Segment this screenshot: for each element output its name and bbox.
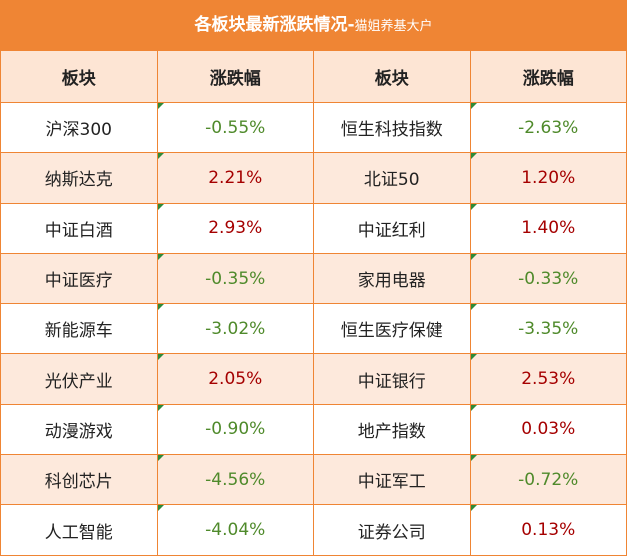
table-row: 纳斯达克 2.21% 北证50 1.20% xyxy=(0,152,627,204)
cell-indicator xyxy=(157,203,164,210)
change-cell: -3.02% xyxy=(156,303,314,355)
change-cell: -0.33% xyxy=(469,252,627,305)
sector-cell: 中证银行 xyxy=(313,353,471,405)
title: 各板块最新涨跌情况- xyxy=(194,15,355,35)
change-cell: -4.04% xyxy=(156,504,314,556)
change-cell: 2.05% xyxy=(156,353,314,405)
change-cell: -3.35% xyxy=(469,303,627,355)
cell-indicator xyxy=(157,404,164,411)
change-cell: -0.55% xyxy=(156,101,314,154)
cell-indicator xyxy=(470,404,477,411)
column-header: 涨跌幅 xyxy=(156,50,314,103)
cell-indicator xyxy=(157,153,164,160)
column-header: 板块 xyxy=(313,50,471,103)
cell-indicator xyxy=(157,505,164,512)
table-row: 沪深300 -0.55% 恒生科技指数 -2.63% xyxy=(0,101,627,154)
sector-cell: 恒生科技指数 xyxy=(313,101,471,154)
cell-indicator xyxy=(470,103,477,109)
cell-indicator xyxy=(157,455,164,462)
cell-indicator xyxy=(470,505,477,512)
sector-cell: 光伏产业 xyxy=(0,353,158,405)
table-row: 动漫游戏 -0.90% 地产指数 0.03% xyxy=(0,403,627,456)
change-cell: -4.56% xyxy=(156,454,314,506)
change-cell: 1.40% xyxy=(469,202,627,254)
header-row: 板块 涨跌幅 板块 涨跌幅 xyxy=(0,50,627,103)
cell-indicator xyxy=(157,304,164,311)
change-cell: 2.21% xyxy=(156,152,314,204)
cell-indicator xyxy=(157,354,164,361)
change-cell: -0.35% xyxy=(156,252,314,305)
sector-cell: 北证50 xyxy=(313,152,471,204)
cell-indicator xyxy=(470,354,477,361)
cell-indicator xyxy=(470,253,477,260)
table-row: 科创芯片 -4.56% 中证军工 -0.72% xyxy=(0,454,627,506)
change-cell: 2.93% xyxy=(156,202,314,254)
table-row: 光伏产业 2.05% 中证银行 2.53% xyxy=(0,353,627,405)
table-body: 沪深300 -0.55% 恒生科技指数 -2.63% 纳斯达克 2.21% 北证50 1.20… xyxy=(0,101,627,556)
sector-cell: 证券公司 xyxy=(313,504,471,556)
sector-cell: 地产指数 xyxy=(313,403,471,456)
table-row: 人工智能 -4.04% 证券公司 0.13% xyxy=(0,504,627,556)
change-cell: 0.13% xyxy=(469,504,627,556)
sector-cell: 科创芯片 xyxy=(0,454,158,506)
sector-cell: 中证军工 xyxy=(313,454,471,506)
sector-cell: 中证红利 xyxy=(313,202,471,254)
sector-cell: 中证医疗 xyxy=(0,252,158,305)
table-row: 新能源车 -3.02% 恒生医疗保健 -3.35% xyxy=(0,303,627,355)
subtitle: 猫姐养基大户 xyxy=(354,19,433,34)
cell-indicator xyxy=(470,153,477,160)
change-cell: 1.20% xyxy=(469,152,627,204)
sector-cell: 纳斯达克 xyxy=(0,152,158,204)
cell-indicator xyxy=(470,304,477,311)
change-cell: 2.53% xyxy=(469,353,627,405)
change-cell: -0.72% xyxy=(469,454,627,506)
sector-cell: 动漫游戏 xyxy=(0,403,158,456)
sector-cell: 恒生医疗保健 xyxy=(313,303,471,355)
sector-cell: 家用电器 xyxy=(313,252,471,305)
change-cell: -2.63% xyxy=(469,101,627,154)
column-header: 涨跌幅 xyxy=(469,50,627,103)
sector-cell: 新能源车 xyxy=(0,303,158,355)
cell-indicator xyxy=(157,253,164,260)
column-header: 板块 xyxy=(0,50,158,103)
change-cell: 0.03% xyxy=(469,403,627,456)
cell-indicator xyxy=(157,103,164,109)
sector-cell: 中证白酒 xyxy=(0,202,158,254)
table-row: 中证白酒 2.93% 中证红利 1.40% xyxy=(0,202,627,254)
table-row: 中证医疗 -0.35% 家用电器 -0.33% xyxy=(0,252,627,305)
cell-indicator xyxy=(470,455,477,462)
change-cell: -0.90% xyxy=(156,403,314,456)
sector-cell: 沪深300 xyxy=(0,101,158,154)
sector-cell: 人工智能 xyxy=(0,504,158,556)
title-bar: 各板块最新涨跌情况-猫姐养基大户 xyxy=(0,0,627,50)
table: 板块 涨跌幅 板块 涨跌幅 沪深300 -0.55% 恒生科技指数 -2.63% 纳斯达克 2.2… xyxy=(0,50,627,556)
cell-indicator xyxy=(470,203,477,210)
